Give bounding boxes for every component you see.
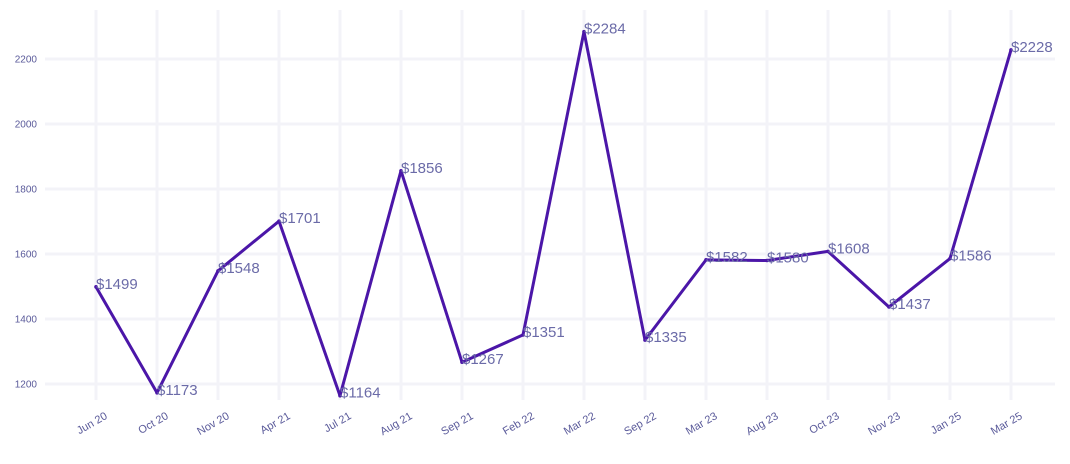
x-tick-label: Jun 20 bbox=[75, 410, 110, 437]
data-point bbox=[155, 390, 159, 395]
data-label: $2284 bbox=[584, 21, 626, 38]
x-tick-label: Mar 23 bbox=[684, 410, 720, 438]
y-tick-label: 1200 bbox=[15, 380, 38, 391]
y-tick-label: 2200 bbox=[15, 55, 38, 66]
data-label: $1701 bbox=[279, 210, 321, 227]
data-point bbox=[521, 333, 525, 337]
data-label: $1586 bbox=[950, 248, 992, 265]
data-point bbox=[582, 29, 586, 34]
x-tick-label: Mar 22 bbox=[562, 410, 598, 438]
data-label: $1499 bbox=[96, 276, 138, 293]
x-tick-label: Mar 25 bbox=[989, 410, 1025, 438]
x-tick-label: Apr 21 bbox=[258, 410, 292, 437]
data-point bbox=[887, 305, 891, 309]
x-tick-label: Sep 22 bbox=[622, 410, 658, 438]
data-point bbox=[338, 393, 342, 398]
data-point bbox=[826, 249, 830, 254]
x-tick-label: Jan 25 bbox=[929, 410, 964, 437]
x-tick-label: Feb 22 bbox=[501, 410, 537, 438]
y-tick-label: 1600 bbox=[15, 250, 38, 261]
data-label: $1580 bbox=[767, 250, 809, 267]
y-axis: 1200 1400 1600 1800 2000 2200 bbox=[15, 55, 38, 391]
data-label: $1351 bbox=[523, 324, 565, 341]
data-point bbox=[765, 258, 769, 263]
data-point bbox=[94, 285, 98, 289]
data-label: $1582 bbox=[706, 249, 748, 266]
data-label: $1164 bbox=[340, 385, 381, 402]
x-tick-label: Nov 23 bbox=[866, 410, 902, 438]
data-point bbox=[1009, 48, 1013, 52]
x-tick-label: Aug 21 bbox=[378, 410, 414, 438]
y-tick-label: 2000 bbox=[15, 120, 38, 131]
data-label: $1173 bbox=[157, 382, 198, 399]
x-axis: Jun 20 Oct 20 Nov 20 Apr 21 Jul 21 Aug 21 Sep … bbox=[75, 410, 1025, 438]
data-label: $1608 bbox=[828, 240, 870, 257]
x-tick-label: Oct 23 bbox=[807, 410, 841, 437]
data-point bbox=[948, 256, 952, 261]
x-tick-label: Oct 20 bbox=[136, 410, 170, 437]
x-tick-label: Nov 20 bbox=[195, 410, 231, 438]
x-tick-label: Jul 21 bbox=[322, 410, 353, 435]
series-line bbox=[94, 30, 1013, 398]
data-points bbox=[94, 29, 1013, 398]
data-point bbox=[216, 269, 220, 273]
data-label: $1267 bbox=[462, 351, 504, 368]
data-point bbox=[704, 258, 708, 262]
data-point bbox=[460, 360, 464, 365]
data-label: $1335 bbox=[645, 329, 687, 346]
data-labels: $1499 $1173 $1548 $1701 $1164 $1856 $1267 $1351… bbox=[96, 21, 1053, 402]
y-tick-label: 1400 bbox=[15, 315, 38, 326]
x-tick-label: Aug 23 bbox=[744, 410, 780, 438]
data-label: $2228 bbox=[1011, 39, 1053, 56]
data-label: $1437 bbox=[889, 296, 931, 313]
x-tick-label: Sep 21 bbox=[439, 410, 475, 438]
data-point bbox=[277, 219, 281, 223]
data-label: $1548 bbox=[218, 260, 260, 277]
data-point bbox=[643, 338, 647, 342]
data-label: $1856 bbox=[401, 160, 443, 177]
data-point bbox=[399, 169, 403, 173]
y-tick-label: 1800 bbox=[15, 185, 38, 196]
